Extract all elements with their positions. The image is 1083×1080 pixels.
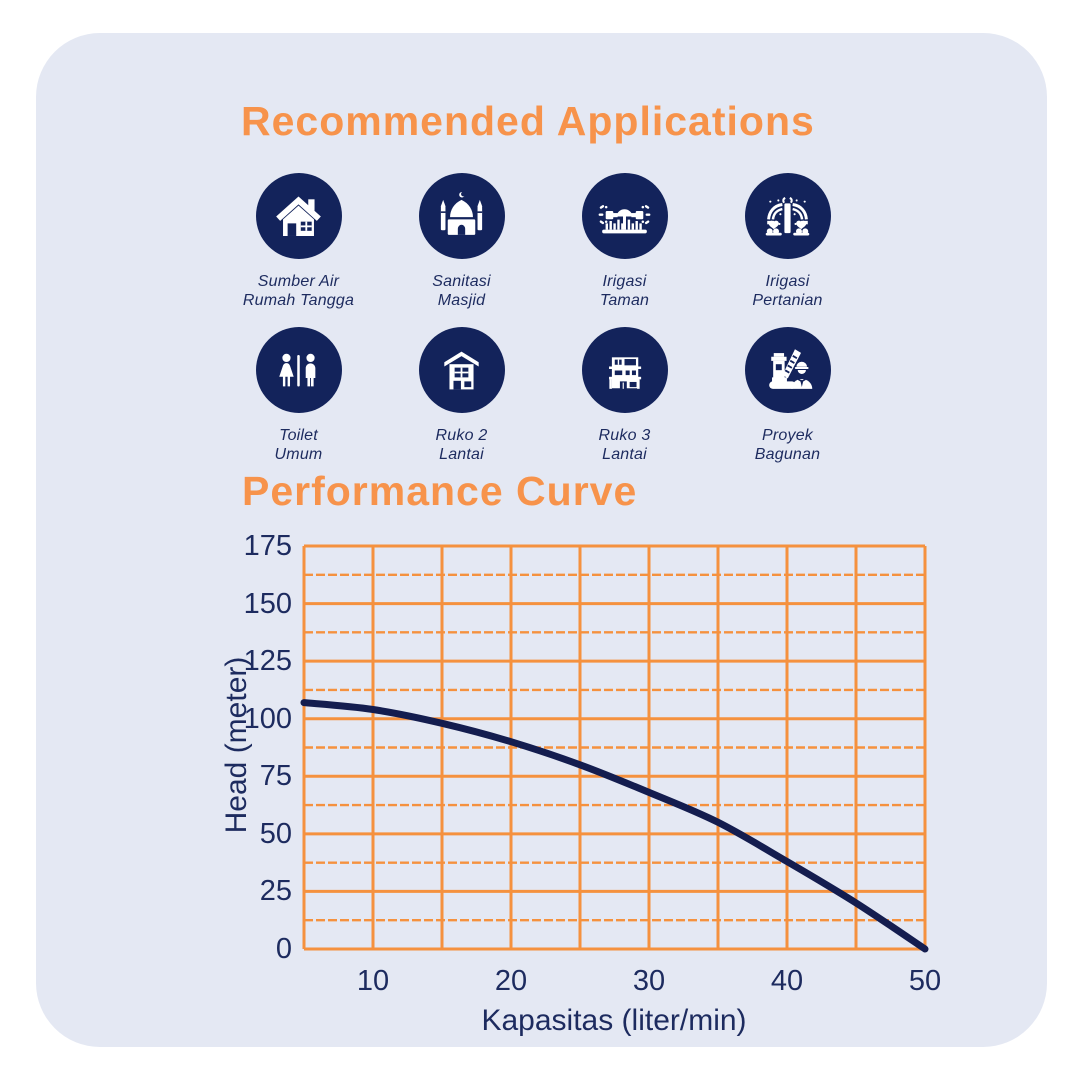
app-item-label: Ruko 3 Lantai: [598, 427, 651, 464]
y-tick-label: 150: [243, 587, 292, 620]
app-item-shophouse-3: Ruko 3 Lantai: [543, 327, 706, 464]
y-tick-label: 100: [243, 702, 292, 735]
app-item-farm-irrigation: Irigasi Pertanian: [706, 173, 869, 310]
y-tick-label: 50: [259, 817, 292, 850]
x-tick-label: 40: [770, 965, 804, 997]
y-tick-label: 125: [243, 645, 292, 678]
app-item-shophouse-2: Ruko 2 Lantai: [380, 327, 543, 464]
app-item-label: Proyek Bagunan: [754, 427, 821, 464]
performance-section-title: Performance Curve: [242, 468, 638, 514]
app-item-public-toilet: Toilet Umum: [217, 327, 380, 464]
y-tick-label: 25: [259, 875, 292, 908]
shophouse-2-story-icon: [418, 327, 505, 413]
app-item-construction: Proyek Bagunan: [706, 327, 869, 464]
house-icon: [255, 173, 342, 259]
app-item-household-water: Sumber Air Rumah Tangga: [217, 173, 380, 310]
app-item-label: Irigasi Pertanian: [752, 273, 823, 310]
app-item-label: Sanitasi Masjid: [432, 273, 491, 310]
y-tick-label: 75: [259, 760, 292, 793]
app-item-garden-irrigation: Irigasi Taman: [543, 173, 706, 310]
app-item-label: Sumber Air Rumah Tangga: [242, 273, 355, 310]
x-tick-label: 30: [632, 965, 666, 997]
spec-sheet-card: Recommended Applications: [36, 33, 1047, 1047]
chart-plot-area: [300, 544, 929, 953]
y-axis-title: Head (meter): [220, 656, 253, 834]
applications-row-1: Sumber Air Rumah Tangga: [217, 173, 869, 310]
applications-section-title: Recommended Applications: [241, 98, 815, 144]
app-item-label: Irigasi Taman: [599, 273, 650, 310]
restroom-icon: [255, 327, 342, 413]
x-tick-label: 50: [908, 965, 942, 997]
x-tick-label: 20: [494, 965, 528, 997]
applications-row-2: Toilet Umum: [217, 327, 869, 464]
app-item-label: Toilet Umum: [274, 427, 323, 464]
farm-irrigation-icon: [744, 173, 831, 259]
x-axis-title: Kapasitas (liter/min): [481, 1004, 747, 1037]
app-item-mosque-sanitation: Sanitasi Masjid: [380, 173, 543, 310]
y-tick-label: 175: [243, 530, 292, 562]
y-tick-label: 0: [275, 933, 292, 965]
sprinkler-icon: [581, 173, 668, 259]
app-item-label: Ruko 2 Lantai: [435, 427, 488, 464]
shophouse-3-story-icon: [581, 327, 668, 413]
construction-crane-worker-icon: [744, 327, 831, 413]
performance-curve: [300, 699, 929, 953]
mosque-icon: [418, 173, 505, 259]
x-tick-label: 10: [356, 965, 390, 997]
